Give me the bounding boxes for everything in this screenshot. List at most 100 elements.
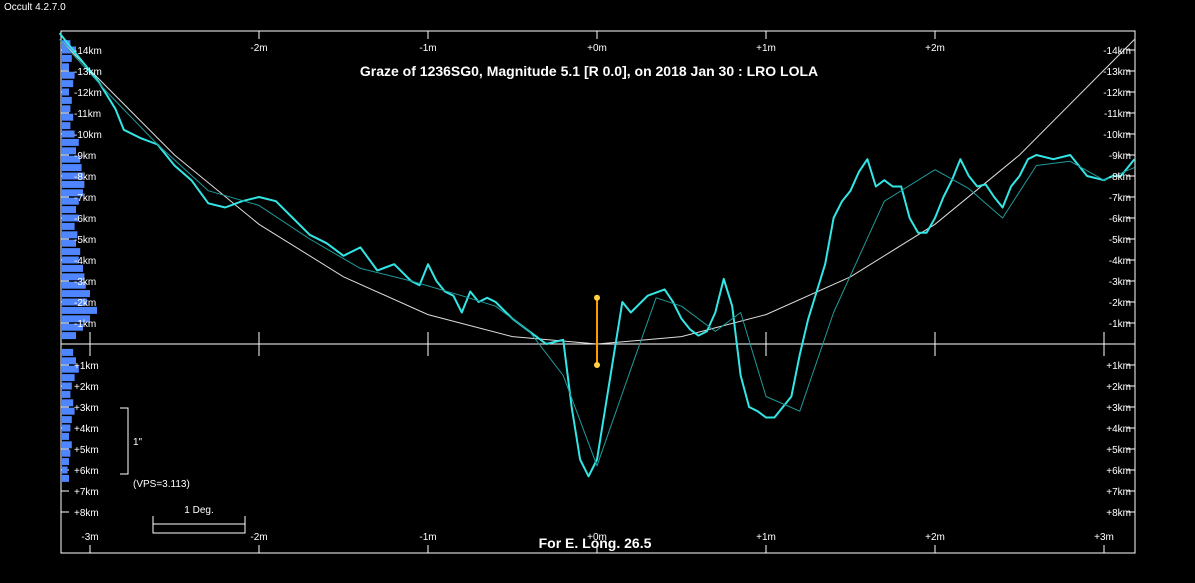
histogram-bar [62,399,74,407]
histogram-bar [62,365,79,373]
histogram-bar [62,449,71,457]
histogram-bar [62,432,69,440]
histogram-bar [62,113,74,121]
plot-frame-group [60,30,1136,554]
histogram-bar [62,189,83,197]
y-tick-label-right: -1km [1109,319,1131,330]
histogram-bar [62,63,69,71]
histogram-bar [62,390,71,398]
annotations-group: Graze of 1236SG0, Magnitude 5.1 [R 0.0],… [120,63,818,551]
histogram-bar [62,80,74,88]
histogram-bar [62,197,79,205]
y-tick-label-right: -6km [1109,214,1131,225]
histogram-bar [62,231,78,239]
event-marker-bottom-dot [594,362,600,368]
horizontal-scale-label: 1 Deg. [184,505,213,516]
y-tick-label-right: -5km [1109,235,1131,246]
histogram-bar [62,357,76,365]
y-tick-label-right: -7km [1109,193,1131,204]
x-tick-label-top: +2m [925,43,945,54]
histogram-bar [62,256,79,264]
chart-footer: For E. Long. 26.5 [539,535,652,551]
y-tick-label-left: +5km [74,445,99,456]
profile-curves-group [58,32,1136,478]
histogram-bar [62,180,85,188]
x-tick-label-top: +0m [587,43,607,54]
histogram-bar [62,248,81,256]
y-tick-label-left: -6km [74,214,96,225]
histogram-bar [62,323,83,331]
y-tick-label-right: -10km [1103,130,1131,141]
histogram-bar [62,164,82,172]
y-tick-label-left: +1km [74,361,99,372]
histogram-bar [62,382,72,390]
y-tick-label-left: +7km [74,487,99,498]
histogram-bar [62,206,76,214]
y-tick-label-right: -2km [1109,298,1131,309]
window-title: Occult 4.2.7.0 [4,2,66,13]
histogram-bar [62,407,75,415]
histogram-bar [62,155,81,163]
histogram-bar [62,239,76,247]
chart-title: Graze of 1236SG0, Magnitude 5.1 [R 0.0],… [360,63,818,79]
y-tick-label-left: -5km [74,235,96,246]
y-tick-label-right: -12km [1103,88,1131,99]
histogram-bar [62,71,75,79]
y-tick-label-left: -1km [74,319,96,330]
y-tick-label-right: +6km [1106,466,1131,477]
y-tick-label-left: -11km [74,109,101,120]
histogram-bar [62,315,90,323]
y-tick-label-right: -3km [1109,277,1131,288]
y-tick-label-left: +3km [74,403,99,414]
y-tick-label-left: -12km [74,88,102,99]
y-tick-label-right: +4km [1106,424,1131,435]
y-tick-label-left: -3km [74,277,96,288]
vertical-scale-bar [120,407,129,475]
x-tick-label-bottom: -2m [250,532,267,543]
x-tick-label-bottom: +0m [587,532,607,543]
y-tick-label-right: -4km [1109,256,1131,267]
y-tick-label-left: +2km [74,382,99,393]
histogram-bar [62,374,75,382]
histogram-bar [62,96,72,104]
y-tick-label-left: -10km [74,130,102,141]
histogram-bar [62,424,71,432]
x-tick-label-bottom: +2m [925,532,945,543]
plot-border [60,30,1136,554]
y-tick-label-right: -11km [1104,109,1131,120]
y-tick-label-left: +8km [74,508,99,519]
y-tick-label-right: +2km [1106,382,1131,393]
histogram-bar [62,458,69,466]
histogram-bar [62,138,79,146]
y-tick-label-left: -2km [74,298,96,309]
histogram-bar [62,273,85,281]
y-tick-label-right: +8km [1106,508,1131,519]
y-tick-label-right: -13km [1103,67,1131,78]
y-tick-label-left: +6km [74,466,99,477]
histogram-bar [62,264,83,272]
histogram-bar [62,40,71,48]
x-tick-label-top: +1m [756,43,776,54]
y-tick-label-left: -14km [74,46,102,57]
histogram-bar [62,348,74,356]
histogram-bar [62,54,72,62]
y-tick-label-right: -14km [1103,46,1131,57]
x-tick-label-bottom: +3m [1094,532,1114,543]
histogram-bar [62,105,71,113]
y-tick-label-right: -8km [1109,172,1131,183]
x-tick-label-top: -2m [250,43,267,54]
histogram-bar [62,172,83,180]
histogram-bar [62,416,72,424]
limb-profile-series [58,32,1136,478]
y-tick-label-left: +4km [74,424,99,435]
histogram-bar [62,281,86,289]
histogram-bar [62,332,76,340]
histogram-bar [62,214,79,222]
histogram-bar [62,474,69,482]
histogram-bar [62,306,97,314]
histogram-bar [62,298,88,306]
y-tick-label-left: -9km [74,151,96,162]
tick-marks-group [61,31,1135,553]
tick-labels-group: -14km -14km -13km -13km -12km -12km -11km -11km… [74,43,1131,543]
